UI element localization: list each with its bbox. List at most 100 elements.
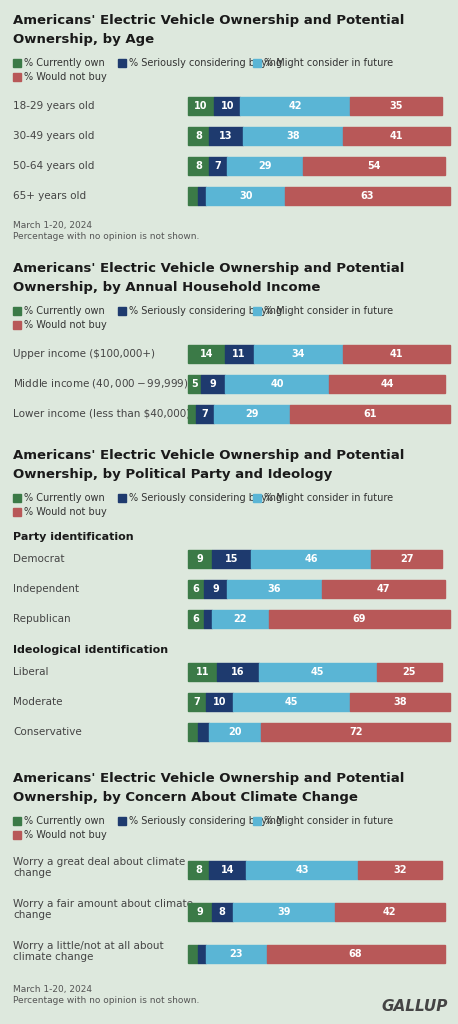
Text: 8: 8 [195,161,202,171]
Bar [214,97,240,115]
Text: 5: 5 [191,379,198,389]
Text: % Would not buy: % Would not buy [24,507,107,517]
Bar [358,861,442,879]
Bar [188,580,204,598]
Text: 9: 9 [212,584,219,594]
Text: 8: 8 [218,907,225,918]
Bar [207,187,285,205]
Bar [209,723,262,741]
Text: 72: 72 [349,727,362,737]
Bar [212,903,233,921]
Text: 47: 47 [376,584,390,594]
Text: 65+ years old: 65+ years old [13,191,86,201]
Bar [188,903,212,921]
Text: % Currently own: % Currently own [24,493,105,503]
Text: Americans' Electric Vehicle Ownership and Potential: Americans' Electric Vehicle Ownership an… [13,449,404,462]
Text: 8: 8 [195,131,202,141]
Text: 9: 9 [196,907,203,918]
Bar [207,693,233,711]
Bar [253,59,261,67]
Text: 7: 7 [215,161,222,171]
Bar [209,861,245,879]
Text: 22: 22 [234,614,247,624]
Text: 42: 42 [383,907,397,918]
Bar [198,723,209,741]
Text: 69: 69 [353,614,366,624]
Bar [207,945,267,963]
Bar [118,817,126,825]
Text: 61: 61 [363,409,377,419]
Text: 6: 6 [192,584,199,594]
Text: % Might consider in future: % Might consider in future [264,58,393,68]
Text: Percentage with no opinion is not shown.: Percentage with no opinion is not shown. [13,232,199,241]
Text: Republican: Republican [13,614,71,624]
Bar [188,663,217,681]
Text: 6: 6 [192,614,199,624]
Text: Americans' Electric Vehicle Ownership and Potential: Americans' Electric Vehicle Ownership an… [13,262,404,275]
Text: % Seriously considering buying: % Seriously considering buying [129,493,282,503]
Bar [243,127,343,145]
Bar [13,59,21,67]
Text: GALLUP: GALLUP [382,999,448,1014]
Bar [13,494,21,502]
Bar [201,375,225,393]
Text: Percentage with no opinion is not shown.: Percentage with no opinion is not shown. [13,996,199,1005]
Text: % Seriously considering buying: % Seriously considering buying [129,306,282,316]
Bar [253,494,261,502]
Bar [227,580,322,598]
Text: 50-64 years old: 50-64 years old [13,161,94,171]
Bar [251,550,371,568]
Text: % Might consider in future: % Might consider in future [264,493,393,503]
Text: Ownership, by Political Party and Ideology: Ownership, by Political Party and Ideolo… [13,468,332,481]
Bar [233,693,350,711]
Bar [118,59,126,67]
Text: 41: 41 [390,349,403,359]
Text: Americans' Electric Vehicle Ownership and Potential: Americans' Electric Vehicle Ownership an… [13,772,404,785]
Bar [13,73,21,81]
Bar [262,723,450,741]
Bar [217,663,259,681]
Text: % Currently own: % Currently own [24,58,105,68]
Text: 7: 7 [202,409,208,419]
Text: 13: 13 [219,131,233,141]
Text: 9: 9 [196,554,203,564]
Bar [212,550,251,568]
Bar [13,831,21,839]
Text: Worry a fair amount about climate: Worry a fair amount about climate [13,899,193,909]
Text: 39: 39 [277,907,290,918]
Text: % Would not buy: % Would not buy [24,319,107,330]
Bar [371,550,442,568]
Text: 32: 32 [393,865,407,874]
Text: % Seriously considering buying: % Seriously considering buying [129,58,282,68]
Text: change: change [13,910,51,920]
Text: 45: 45 [311,667,324,677]
Text: 20: 20 [229,727,242,737]
Text: 54: 54 [367,161,381,171]
Text: 41: 41 [390,131,403,141]
Text: 10: 10 [213,697,226,707]
Bar [188,945,198,963]
Bar [259,663,376,681]
Text: 36: 36 [268,584,281,594]
Text: % Might consider in future: % Might consider in future [264,306,393,316]
Bar [227,157,303,175]
Bar [253,307,261,315]
Bar [329,375,445,393]
Bar [118,494,126,502]
Bar [13,508,21,516]
Bar [225,345,253,362]
Bar [188,127,209,145]
Bar [198,187,207,205]
Text: March 1-20, 2024: March 1-20, 2024 [13,985,92,994]
Bar [188,157,209,175]
Text: 10: 10 [221,101,234,111]
Text: Ownership, by Concern About Climate Change: Ownership, by Concern About Climate Chan… [13,791,358,804]
Text: 42: 42 [289,101,302,111]
Text: 46: 46 [305,554,318,564]
Text: Independent: Independent [13,584,79,594]
Text: Worry a little/not at all about: Worry a little/not at all about [13,941,164,951]
Bar [350,97,442,115]
Text: 10: 10 [194,101,208,111]
Bar [376,663,442,681]
Bar [214,406,290,423]
